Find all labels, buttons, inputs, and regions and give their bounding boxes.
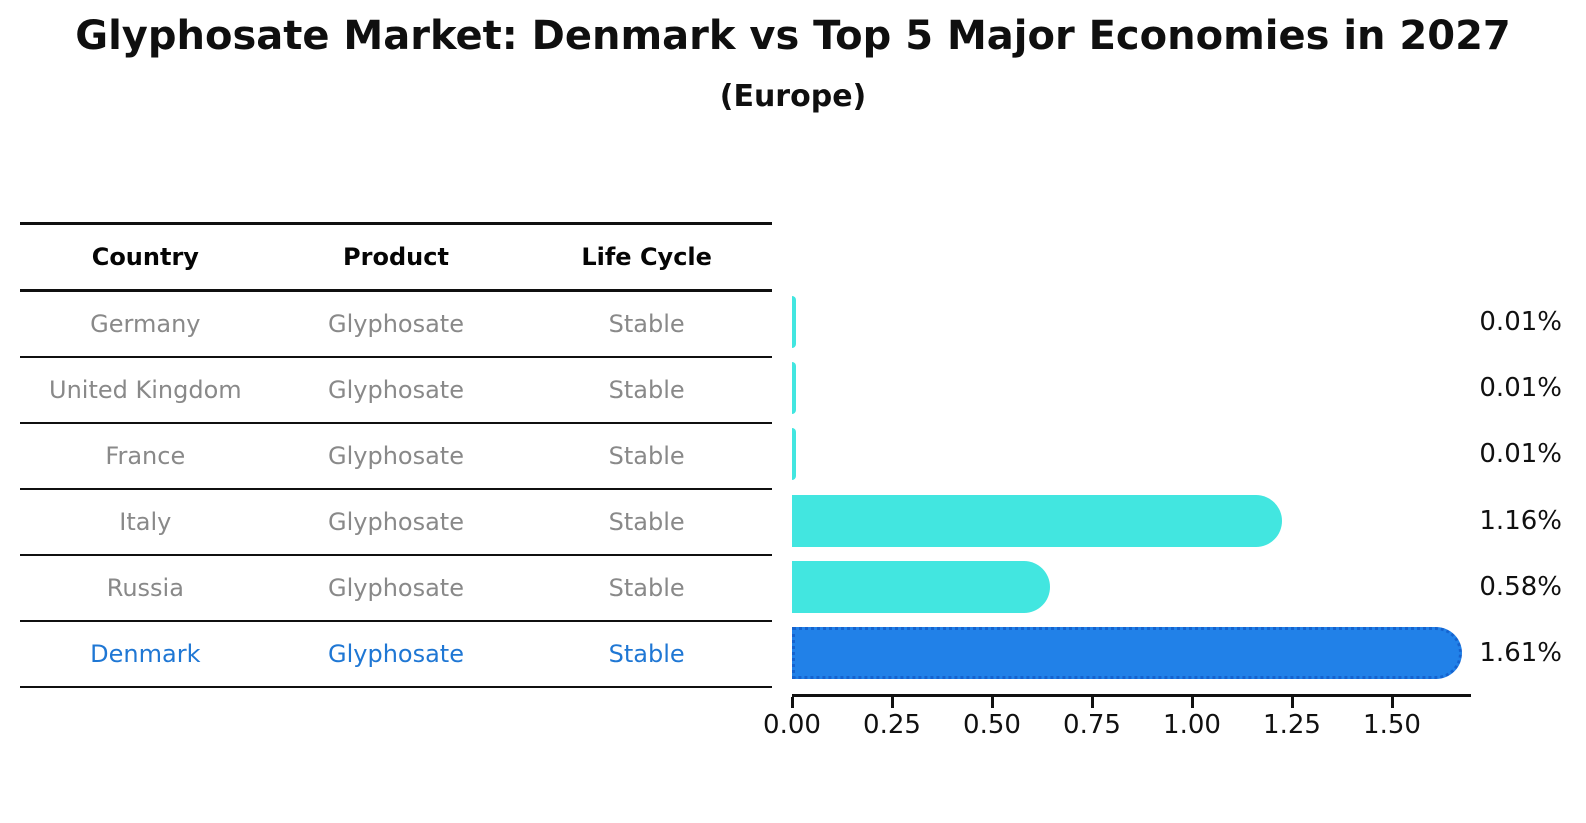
cell-product: Glyphosate bbox=[327, 640, 464, 668]
cell-life-cycle: Stable bbox=[608, 310, 685, 338]
cell-life-cycle: Stable bbox=[608, 376, 685, 404]
cell-life-cycle: Stable bbox=[608, 574, 685, 602]
cell-product: Glyphosate bbox=[327, 574, 464, 602]
x-tick-mark bbox=[1091, 697, 1094, 708]
table-row-germany: Germany Glyphosate Stable bbox=[20, 292, 772, 358]
cell-country: Italy bbox=[119, 508, 172, 536]
x-tick-label-0.00: 0.00 bbox=[763, 710, 821, 740]
cell-country: United Kingdom bbox=[49, 376, 242, 404]
cell-life-cycle: Stable bbox=[608, 508, 685, 536]
x-axis: 0.00 0.25 0.50 0.75 1.00 1.25 1.50 bbox=[763, 694, 1471, 764]
cell-life-cycle: Stable bbox=[608, 442, 685, 470]
cell-product: Glyphosate bbox=[327, 310, 464, 338]
bar-russia bbox=[792, 560, 1050, 613]
chart-title: Glyphosate Market: Denmark vs Top 5 Majo… bbox=[75, 13, 1511, 59]
cell-country: Germany bbox=[90, 310, 201, 338]
x-tick-label-1.25: 1.25 bbox=[1263, 710, 1321, 740]
value-label-russia: 0.58% bbox=[1479, 571, 1562, 602]
value-label-france: 0.01% bbox=[1479, 439, 1562, 470]
table-row-united-kingdom: United Kingdom Glyphosate Stable bbox=[20, 358, 772, 424]
table-row-russia: Russia Glyphosate Stable bbox=[20, 556, 772, 622]
value-label-united-kingdom: 0.01% bbox=[1479, 373, 1562, 404]
value-label-denmark: 1.61% bbox=[1479, 638, 1562, 668]
bar-france bbox=[792, 428, 796, 481]
column-header-product: Product bbox=[343, 243, 449, 271]
value-label-germany: 0.01% bbox=[1479, 307, 1562, 337]
bar-italy bbox=[792, 494, 1282, 547]
table-row-denmark: Denmark Glyphosate Stable bbox=[20, 622, 772, 688]
x-tick-label-0.25: 0.25 bbox=[863, 710, 921, 740]
x-tick-label-1.00: 1.00 bbox=[1163, 710, 1221, 740]
cell-product: Glyphosate bbox=[327, 442, 464, 470]
x-tick-mark bbox=[791, 697, 794, 708]
value-label-italy: 1.16% bbox=[1479, 505, 1562, 536]
x-tick-label-0.50: 0.50 bbox=[963, 710, 1021, 740]
cell-product: Glyphosate bbox=[327, 376, 464, 404]
cell-country: Denmark bbox=[90, 640, 201, 668]
bar-germany bbox=[792, 296, 796, 348]
table-body: Germany Glyphosate Stable United Kingdom Gly… bbox=[20, 292, 772, 688]
x-tick-mark bbox=[891, 697, 894, 708]
bar-denmark bbox=[792, 627, 1462, 679]
x-tick-mark bbox=[991, 697, 994, 708]
chart-subtitle: (Europe) bbox=[719, 79, 867, 114]
x-tick-mark bbox=[1391, 697, 1394, 708]
bar-plot-area bbox=[792, 289, 1470, 686]
value-label-column: 0.01% 0.01% 0.01% 1.16% 0.58% 1.61% bbox=[1470, 289, 1562, 686]
x-tick-label-1.50: 1.50 bbox=[1363, 710, 1421, 740]
cell-life-cycle: Stable bbox=[608, 640, 685, 668]
column-header-life-cycle: Life Cycle bbox=[581, 243, 712, 271]
x-tick-mark bbox=[1191, 697, 1194, 708]
x-tick-label-0.75: 0.75 bbox=[1063, 710, 1121, 740]
country-table: Country Product Life Cycle Germany Glypho… bbox=[20, 222, 772, 688]
cell-product: Glyphosate bbox=[327, 508, 464, 536]
column-header-country: Country bbox=[91, 243, 199, 271]
cell-country: France bbox=[105, 442, 186, 470]
table-header-row: Country Product Life Cycle bbox=[20, 225, 772, 292]
x-axis-line bbox=[792, 694, 1471, 697]
bar-united-kingdom bbox=[792, 362, 796, 415]
cell-country: Russia bbox=[106, 574, 184, 602]
table-row-italy: Italy Glyphosate Stable bbox=[20, 490, 772, 556]
x-tick-mark bbox=[1291, 697, 1294, 708]
table-row-france: France Glyphosate Stable bbox=[20, 424, 772, 490]
